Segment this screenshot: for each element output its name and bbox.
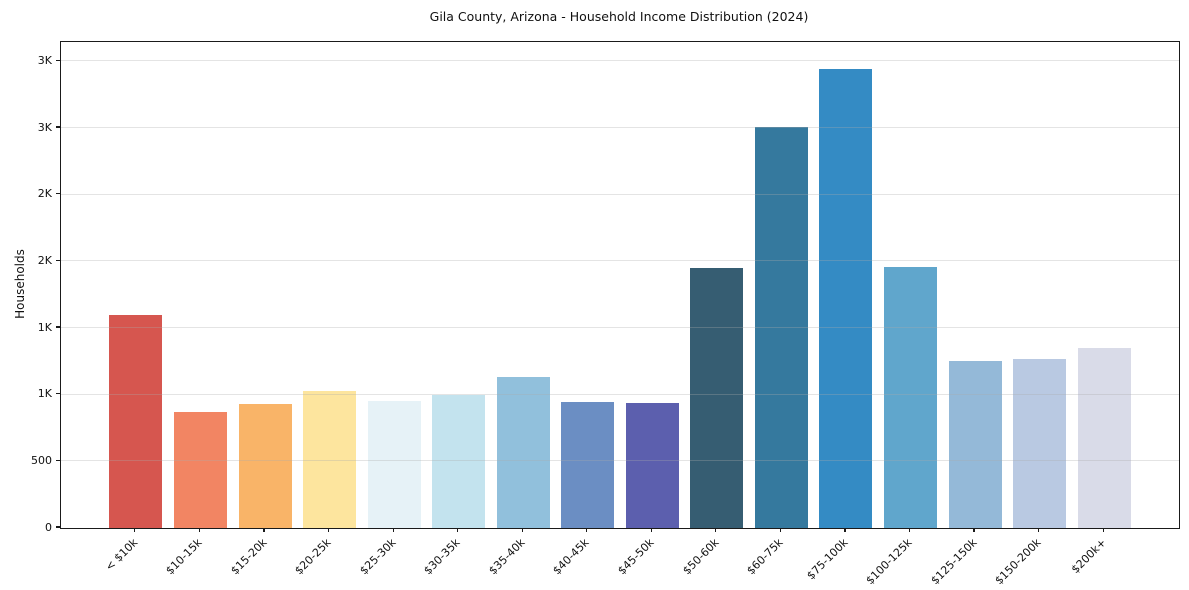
bar-9	[690, 268, 744, 528]
x-tick-mark	[198, 528, 201, 532]
x-tick-label: $35-40k	[486, 536, 528, 578]
x-tick-label: $40-45k	[550, 536, 592, 578]
bar-5	[432, 395, 486, 528]
x-tick-label: $75-100k	[803, 536, 851, 583]
chart-title: Gila County, Arizona - Household Income …	[429, 9, 809, 24]
x-tick-mark	[263, 528, 265, 532]
gridline	[61, 393, 1179, 395]
x-tick-label: $15-20k	[227, 536, 270, 578]
y-tick-mark	[56, 326, 60, 328]
y-tick-mark	[56, 526, 60, 528]
bar-3	[303, 390, 357, 528]
y-tick-label: 2K	[37, 253, 52, 267]
y-tick-label: 2K	[37, 187, 52, 201]
gridline	[61, 460, 1179, 462]
x-tick-label: $25-30k	[357, 536, 399, 578]
gridline	[61, 127, 1179, 128]
plot-area	[60, 41, 1180, 529]
x-tick-label: $30-35k	[421, 536, 463, 578]
x-tick-label: $50-60k	[679, 536, 722, 578]
x-tick-mark	[779, 528, 781, 532]
gridline	[61, 260, 1179, 262]
x-tick-label: $60-75k	[744, 536, 786, 578]
x-tick-label: $150-200k	[992, 536, 1044, 588]
bar-12	[884, 267, 937, 528]
y-tick-label: 1K	[37, 387, 52, 401]
x-tick-mark	[973, 528, 975, 532]
x-tick-mark	[715, 528, 717, 532]
x-tick-label: $100-125k	[863, 536, 915, 588]
x-tick-mark	[1102, 528, 1104, 532]
bar-15	[1077, 348, 1131, 528]
y-tick-label: 3K	[37, 53, 52, 67]
bar-0	[109, 314, 163, 528]
bar-14	[1013, 358, 1067, 528]
x-tick-mark	[650, 528, 652, 532]
y-tick-label: 1K	[37, 320, 52, 334]
bar-7	[561, 402, 615, 528]
x-tick-mark	[392, 528, 394, 532]
y-tick-mark	[56, 193, 60, 195]
x-tick-label: $10-15k	[163, 536, 205, 578]
bar-13	[948, 360, 1002, 528]
x-tick-label: $20-25k	[292, 536, 334, 578]
bar-8	[625, 402, 679, 528]
x-tick-label: $125-150k	[928, 536, 980, 588]
y-tick-mark	[56, 259, 60, 261]
bar-2	[238, 404, 292, 528]
y-tick-label: 500	[31, 453, 52, 467]
bar-10	[754, 126, 808, 528]
y-tick-mark	[56, 126, 60, 128]
x-tick-label: $200k+	[1068, 536, 1109, 577]
gridline	[61, 60, 1179, 62]
x-tick-mark	[908, 528, 911, 532]
gridline	[61, 327, 1179, 328]
x-tick-label: $45-50k	[615, 536, 657, 578]
gridline	[61, 193, 1179, 195]
y-tick-mark	[56, 393, 60, 395]
x-tick-mark	[327, 528, 330, 532]
x-tick-mark	[457, 528, 459, 532]
y-tick-label: 3K	[37, 120, 52, 134]
bar-4	[367, 400, 421, 528]
x-tick-mark	[521, 528, 523, 532]
x-tick-mark	[844, 528, 846, 532]
x-tick-mark	[1038, 528, 1040, 532]
x-tick-mark	[586, 528, 588, 532]
bar-1	[173, 412, 227, 528]
x-tick-label: < $10k	[102, 536, 141, 574]
y-tick-mark	[56, 459, 60, 461]
x-tick-mark	[134, 528, 136, 532]
bar-6	[496, 376, 550, 528]
bar-11	[819, 68, 873, 528]
y-tick-label: 0	[45, 520, 52, 534]
y-tick-mark	[56, 59, 60, 61]
